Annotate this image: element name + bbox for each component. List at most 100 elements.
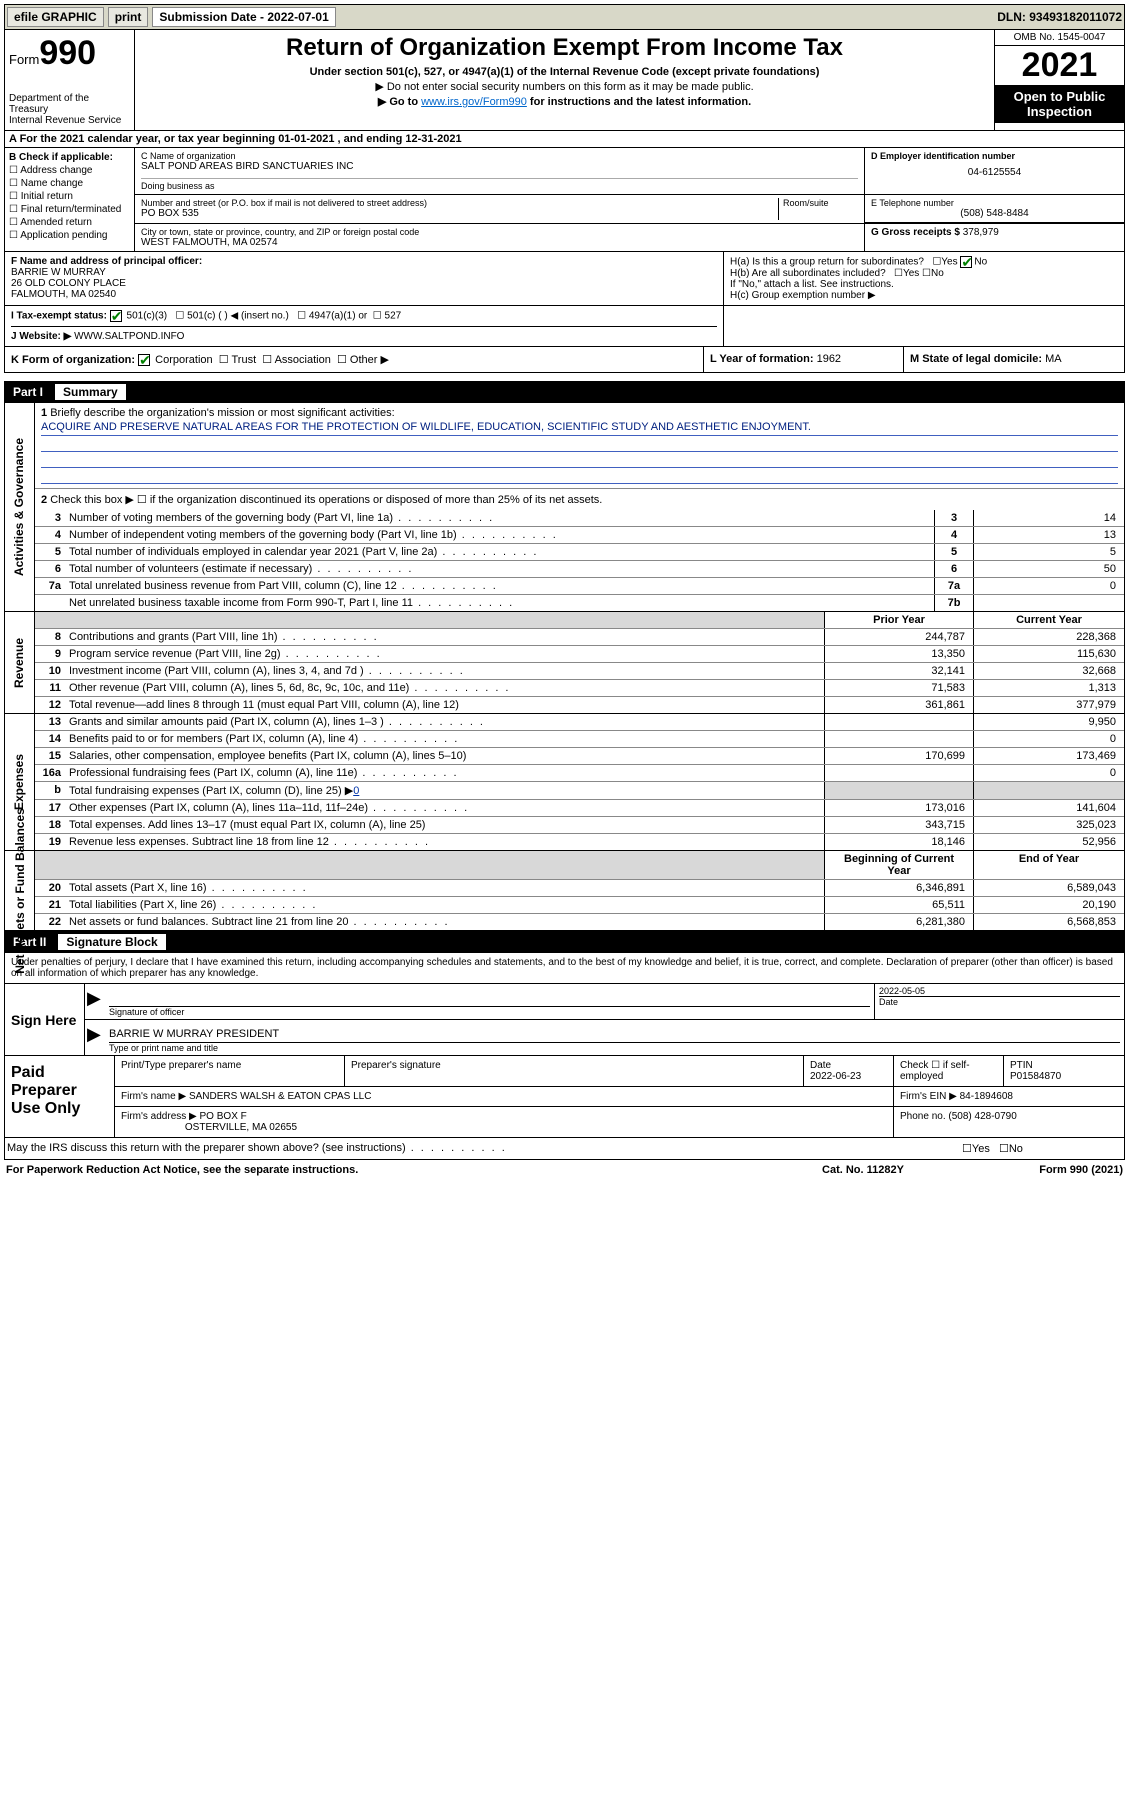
q6: Total number of volunteers (estimate if … bbox=[65, 561, 934, 577]
c10: 32,668 bbox=[974, 663, 1124, 679]
v3: 14 bbox=[974, 510, 1124, 526]
k-o2: Trust bbox=[232, 354, 257, 366]
q16b-val: 0 bbox=[353, 785, 359, 797]
q1: Briefly describe the organization's miss… bbox=[50, 407, 394, 419]
irs-label: Internal Revenue Service bbox=[9, 115, 130, 126]
p11: 71,583 bbox=[824, 680, 974, 696]
section-a: A For the 2021 calendar year, or tax yea… bbox=[4, 131, 1125, 148]
firm-ein-label: Firm's EIN ▶ bbox=[900, 1091, 957, 1102]
form-number: 990 bbox=[39, 34, 96, 72]
q4: Number of independent voting members of … bbox=[65, 527, 934, 543]
block-b-title: B Check if applicable: bbox=[9, 152, 113, 163]
c14: 0 bbox=[974, 731, 1124, 747]
b-opt-2: Initial return bbox=[21, 191, 73, 202]
q13: Grants and similar amounts paid (Part IX… bbox=[65, 714, 824, 730]
h-note: If "No," attach a list. See instructions… bbox=[730, 279, 1118, 290]
hdr-curr: Current Year bbox=[974, 612, 1124, 628]
p20: 6,346,891 bbox=[824, 880, 974, 896]
b-opt-0: Address change bbox=[20, 165, 92, 176]
p14 bbox=[824, 731, 974, 747]
q16b-pre: Total fundraising expenses (Part IX, col… bbox=[69, 785, 353, 797]
sig-label: Signature of officer bbox=[109, 1006, 870, 1017]
room-label: Room/suite bbox=[783, 198, 858, 208]
form-title: Return of Organization Exempt From Incom… bbox=[143, 34, 986, 62]
irs-link[interactable]: www.irs.gov/Form990 bbox=[421, 96, 527, 108]
form-header: Form990 Department of the Treasury Inter… bbox=[4, 30, 1125, 131]
row-ij: I Tax-exempt status: 501(c)(3) ☐ 501(c) … bbox=[4, 306, 1125, 347]
part2-title: Signature Block bbox=[58, 934, 165, 950]
preparer-label: Paid Preparer Use Only bbox=[5, 1056, 115, 1137]
q11: Other revenue (Part VIII, column (A), li… bbox=[65, 680, 824, 696]
year-formation: 1962 bbox=[817, 353, 841, 365]
prep-h3: Date bbox=[810, 1060, 831, 1071]
addr-label: Number and street (or P.O. box if mail i… bbox=[141, 198, 778, 208]
sign-here-label: Sign Here bbox=[5, 984, 85, 1055]
501c3-checkbox[interactable] bbox=[110, 310, 122, 322]
c20: 6,589,043 bbox=[974, 880, 1124, 896]
q7a: Total unrelated business revenue from Pa… bbox=[65, 578, 934, 594]
firm-name: SANDERS WALSH & EATON CPAS LLC bbox=[189, 1091, 371, 1102]
c19: 52,956 bbox=[974, 834, 1124, 850]
c17: 141,604 bbox=[974, 800, 1124, 816]
part2-header: Part II Signature Block bbox=[4, 931, 1125, 953]
part1-title: Summary bbox=[55, 384, 126, 400]
form-label: Form bbox=[9, 52, 39, 67]
mission: ACQUIRE AND PRESERVE NATURAL AREAS FOR T… bbox=[41, 419, 1118, 436]
q22: Net assets or fund balances. Subtract li… bbox=[65, 914, 824, 930]
i-o2: 501(c) ( ) ◀ (insert no.) bbox=[187, 311, 289, 322]
c13: 9,950 bbox=[974, 714, 1124, 730]
activities-governance: Activities & Governance 1 Briefly descri… bbox=[4, 403, 1125, 612]
q2: Check this box ▶ ☐ if the organization d… bbox=[50, 494, 602, 506]
org-name: SALT POND AREAS BIRD SANCTUARIES INC bbox=[141, 161, 858, 172]
k-o4: Other ▶ bbox=[350, 354, 389, 366]
p8: 244,787 bbox=[824, 629, 974, 645]
ha-no-checkbox[interactable] bbox=[960, 256, 972, 268]
p21: 65,511 bbox=[824, 897, 974, 913]
part1-label: Part I bbox=[13, 385, 43, 399]
prep-h5v: P01584870 bbox=[1010, 1071, 1061, 1082]
b-opt-1: Name change bbox=[21, 178, 83, 189]
goto-post: for instructions and the latest informat… bbox=[527, 96, 751, 108]
dba-label: Doing business as bbox=[141, 178, 858, 191]
hdr-boy: Beginning of Current Year bbox=[824, 851, 974, 879]
q10: Investment income (Part VIII, column (A)… bbox=[65, 663, 824, 679]
irs-discuss: May the IRS discuss this return with the… bbox=[7, 1142, 962, 1155]
officer-addr1: 26 OLD COLONY PLACE bbox=[11, 278, 717, 289]
k-label: K Form of organization: bbox=[11, 354, 135, 366]
top-bar: efile GRAPHIC print Submission Date - 20… bbox=[4, 4, 1125, 30]
firm-addr-label: Firm's address ▶ bbox=[121, 1111, 197, 1122]
v6: 50 bbox=[974, 561, 1124, 577]
c18: 325,023 bbox=[974, 817, 1124, 833]
dept-treasury: Department of the Treasury bbox=[9, 93, 130, 115]
j-label: J Website: ▶ bbox=[11, 331, 71, 342]
side-exp: Expenses bbox=[13, 754, 27, 810]
c-name-label: C Name of organization bbox=[141, 151, 858, 161]
gross-receipts: 378,979 bbox=[963, 227, 999, 238]
officer-sig-name: BARRIE W MURRAY PRESIDENT bbox=[109, 1022, 1120, 1042]
print-button[interactable]: print bbox=[108, 7, 149, 27]
subtitle-1: Under section 501(c), 527, or 4947(a)(1)… bbox=[143, 66, 986, 78]
p12: 361,861 bbox=[824, 697, 974, 713]
submission-date: Submission Date - 2022-07-01 bbox=[152, 7, 335, 27]
c22: 6,568,853 bbox=[974, 914, 1124, 930]
no: No bbox=[1009, 1143, 1023, 1155]
org-addr: PO BOX 535 bbox=[141, 208, 778, 219]
hc-label: H(c) Group exemption number ▶ bbox=[730, 290, 1118, 301]
corp-checkbox[interactable] bbox=[138, 354, 150, 366]
open-public: Open to Public Inspection bbox=[995, 85, 1124, 123]
c12: 377,979 bbox=[974, 697, 1124, 713]
q7b: Net unrelated business taxable income fr… bbox=[65, 595, 934, 611]
i-o4: 527 bbox=[385, 311, 402, 322]
org-city: WEST FALMOUTH, MA 02574 bbox=[141, 237, 858, 248]
q19: Revenue less expenses. Subtract line 18 … bbox=[65, 834, 824, 850]
officer-addr2: FALMOUTH, MA 02540 bbox=[11, 289, 717, 300]
subtitle-2: ▶ Do not enter social security numbers o… bbox=[143, 80, 986, 93]
hdr-eoy: End of Year bbox=[974, 851, 1124, 879]
preparer-block: Paid Preparer Use Only Print/Type prepar… bbox=[4, 1056, 1125, 1138]
side-ag: Activities & Governance bbox=[13, 438, 27, 576]
v5: 5 bbox=[974, 544, 1124, 560]
c11: 1,313 bbox=[974, 680, 1124, 696]
block-b: B Check if applicable: ☐ Address change … bbox=[5, 148, 135, 251]
b-opt-4: Amended return bbox=[20, 217, 92, 228]
l-label: L Year of formation: bbox=[710, 353, 814, 365]
